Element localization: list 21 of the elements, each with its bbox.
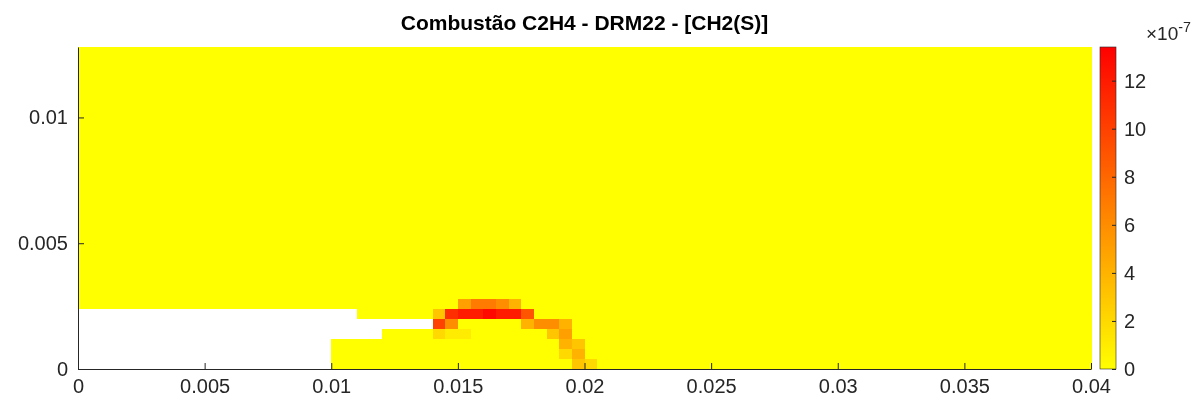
x-tick-label: 0.005: [180, 375, 231, 398]
color-bar-label: 10: [1124, 117, 1147, 140]
color-bar-label: 0: [1124, 357, 1136, 380]
x-tick-label: 0: [72, 375, 85, 398]
y-tick-label: 0.005: [17, 232, 68, 255]
color-bar-label: 4: [1124, 261, 1136, 284]
y-tick-label: 0: [56, 357, 68, 380]
chart-title: Combustão C2H4 - DRM22 - [CH2(S)]: [400, 11, 769, 34]
x-tick-label: 0.04: [1072, 375, 1111, 398]
x-tick-label: 0.01: [312, 375, 352, 398]
color-bar-title: ×10$^{-7}$: [1146, 19, 1191, 44]
color-bar-label: 12: [1124, 69, 1147, 92]
y-tick-label: 0.01: [29, 106, 68, 129]
x-tick-label: 0.02: [565, 375, 605, 398]
color-bar-label: 8: [1124, 165, 1136, 188]
x-tick-label: 0.035: [939, 375, 990, 398]
x-tick-label: 0.025: [686, 375, 737, 398]
color-bar-label: 6: [1124, 213, 1136, 236]
color-bar-label: 2: [1124, 309, 1136, 332]
x-tick-label: 0.03: [818, 375, 858, 398]
x-tick-label: 0.015: [433, 375, 484, 398]
